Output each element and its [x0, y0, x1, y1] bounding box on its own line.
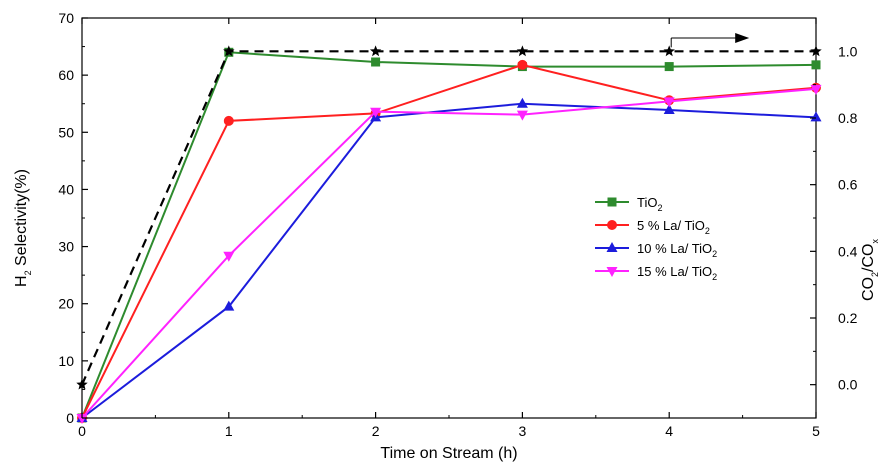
annotation-arrow-head: [735, 33, 750, 43]
series-point: [371, 57, 381, 67]
y-tick-label: 70: [58, 10, 74, 26]
y-axis-title: H2 Selectivity(%): [13, 169, 33, 287]
y-tick-label: 40: [58, 181, 74, 197]
series-point: [516, 97, 528, 108]
secondary-series-point: [663, 45, 675, 57]
series-point: [76, 414, 88, 424]
secondary-series-point: [516, 45, 529, 57]
legend-entry: TiO2: [595, 195, 662, 213]
legend-entry: 15 % La/ TiO2: [595, 264, 717, 282]
series-line: [81, 51, 817, 419]
y2-tick-label: 0.8: [838, 110, 858, 126]
y2-tick-label: 0.0: [838, 377, 858, 393]
secondary-series-point: [223, 45, 235, 57]
annotation-layer: [670, 33, 750, 48]
x-tick-label: 3: [519, 423, 527, 439]
series-point: [811, 60, 821, 70]
y-tick-label: 50: [58, 124, 74, 140]
x-tick-label: 4: [665, 423, 673, 439]
y-tick-label: 0: [66, 410, 74, 426]
axes-layer: 0 1 2 3 4 50102030405060700.00.20.40.60.81.0T…: [13, 10, 880, 462]
secondary-series-point: [369, 45, 382, 57]
series-4: [76, 84, 822, 424]
series-line: [81, 63, 817, 419]
secondary-series-line: [80, 50, 816, 386]
series-point: [516, 110, 528, 121]
series-layer: [76, 47, 822, 424]
x-tick-label: 2: [372, 423, 380, 439]
y2-tick-label: 0.6: [838, 177, 858, 193]
legend-entry: 10 % La/ TiO2: [595, 241, 717, 259]
y2-tick-label: 0.2: [838, 310, 858, 326]
series-point: [663, 104, 675, 114]
y2-tick-label: 0.4: [838, 243, 858, 259]
legend-marker: [607, 220, 617, 230]
x-axis-title: Time on Stream (h): [380, 445, 517, 462]
legend-label: 15 % La/ TiO2: [637, 264, 717, 282]
secondary-series-point: [76, 378, 88, 390]
legend-entry: 5 % La/ TiO2: [595, 218, 710, 236]
x-tick-label: 5: [812, 423, 820, 439]
series-3: [76, 97, 822, 422]
series-point: [517, 59, 528, 70]
legend: TiO2 5 % La/ TiO2 10 % La/ TiO2 15 % La/ Ti…: [595, 195, 717, 282]
legend-marker: [606, 242, 618, 252]
y-tick-label: 60: [58, 67, 74, 83]
series-point: [810, 84, 822, 95]
legend-label: 5 % La/ TiO2: [637, 218, 710, 236]
series-point: [663, 97, 675, 108]
legend-label: 10 % La/ TiO2: [637, 241, 717, 259]
series-line: [81, 87, 817, 419]
y2-tick-label: 1.0: [838, 43, 858, 59]
y-tick-label: 20: [58, 296, 74, 312]
x-tick-label: 0: [78, 423, 86, 439]
series-point: [664, 62, 674, 72]
plot-frame: [81, 17, 817, 419]
y-tick-label: 10: [58, 353, 74, 369]
y2-axis-title: CO2/COx: [860, 239, 880, 301]
series-point: [370, 107, 382, 118]
series-point: [223, 251, 235, 262]
x-tick-label: 1: [225, 423, 233, 439]
series-point: [810, 111, 822, 122]
series-point: [223, 115, 234, 126]
legend-label: TiO2: [637, 195, 662, 213]
legend-marker: [606, 267, 618, 277]
plot-area: [81, 17, 817, 419]
legend-marker: [607, 197, 617, 207]
y-tick-label: 30: [58, 239, 74, 255]
series-point: [223, 300, 235, 311]
series-line: [81, 102, 817, 419]
